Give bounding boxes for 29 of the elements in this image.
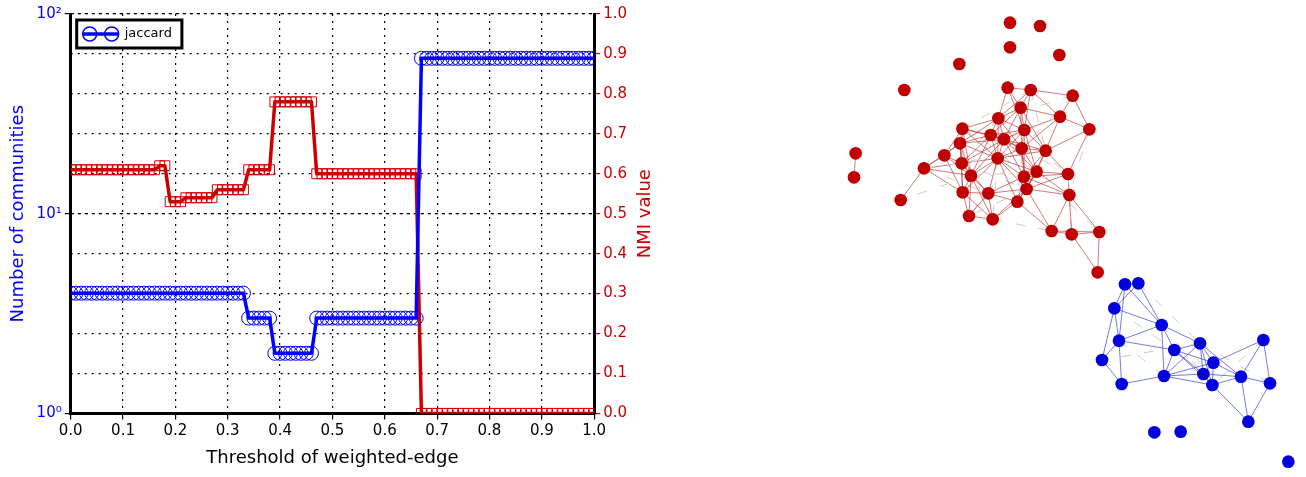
- x-tick-label: 0.7: [425, 421, 450, 440]
- y-tick-label: 10⁰: [36, 403, 62, 422]
- x-tick-label: 0.8: [477, 421, 502, 440]
- x-tick-label: 0.2: [163, 421, 188, 440]
- y2-tick-label: 0.0: [603, 403, 627, 422]
- y2-tick-label: 0.5: [603, 203, 627, 222]
- x-tick-label: 0.5: [320, 421, 345, 440]
- x-tick-label: 1.0: [582, 421, 607, 440]
- y2-tick-label: 0.2: [603, 323, 627, 342]
- x-tick-label: 0.9: [529, 421, 554, 440]
- y-tick-label: 10¹: [36, 203, 62, 222]
- x-tick-label: 0.1: [111, 421, 135, 440]
- y2-tick-label: 0.4: [603, 243, 627, 262]
- y2-tick-label: 0.1: [603, 363, 627, 382]
- x-axis-title: Threshold of weighted-edge: [205, 445, 459, 467]
- legend-label: jaccard: [123, 25, 172, 41]
- y-axis-title: Number of communities: [6, 105, 28, 323]
- x-tick-label: 0.0: [58, 421, 83, 440]
- y-tick-label: 10²: [36, 3, 62, 22]
- x-tick-label: 0.6: [372, 421, 397, 440]
- y2-tick-label: 0.6: [603, 163, 627, 182]
- y2-tick-label: 0.3: [603, 283, 627, 302]
- y2-tick-label: 0.9: [603, 43, 627, 62]
- y2-tick-label: 0.8: [603, 83, 627, 102]
- y2-axis-title: NMI value: [632, 169, 654, 259]
- y2-tick-label: 1.0: [603, 3, 627, 22]
- y2-tick-label: 0.7: [603, 123, 627, 142]
- x-tick-label: 0.4: [268, 421, 293, 440]
- x-tick-label: 0.3: [215, 421, 240, 440]
